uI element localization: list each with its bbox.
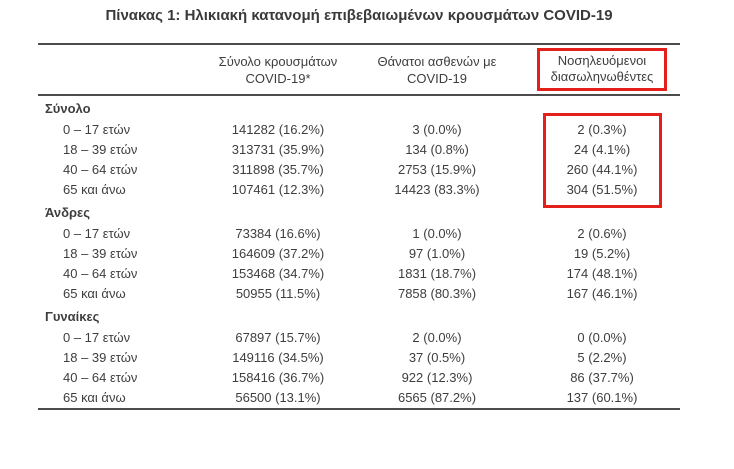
col-header-deaths-line2: COVID-19 — [407, 70, 467, 86]
table-row: 18 – 39 ετών 313731 (35.9%) 134 (0.8%) 24 (… — [38, 140, 680, 160]
cell-deaths: 134 (0.8%) — [405, 142, 469, 157]
cell-total-cases: 50955 (11.5%) — [235, 286, 321, 301]
cell-total-cases: 153468 (34.7%) — [231, 266, 325, 281]
col-header-deaths: Θάνατοι ασθενών με COVID-19 — [372, 44, 502, 96]
cell-intubated: 174 (48.1%) — [566, 266, 638, 281]
table-row: 65 και άνω 50955 (11.5%) 7858 (80.3%) 167 (… — [38, 284, 680, 304]
col-header-empty — [38, 44, 184, 96]
section-label: Γυναίκες — [45, 309, 100, 324]
table-row: 0 – 17 ετών 141282 (16.2%) 3 (0.0%) 2 (0.3%… — [38, 120, 680, 140]
table-row: 0 – 17 ετών 67897 (15.7%) 2 (0.0%) 0 (0.0%) — [38, 328, 680, 348]
cell-total-cases: 107461 (12.3%) — [231, 182, 325, 197]
cell-total-cases: 149116 (34.5%) — [232, 350, 324, 365]
section-label: Σύνολο — [45, 101, 91, 116]
table-area: Σύνολο κρουσμάτων COVID-19* Θάνατοι ασθε… — [38, 43, 680, 410]
cell-deaths: 2 (0.0%) — [412, 330, 462, 345]
cell-intubated: 24 (4.1%) — [573, 142, 631, 157]
table-row: 40 – 64 ετών 311898 (35.7%) 2753 (15.9%) 26… — [38, 160, 680, 180]
cell-total-cases: 313731 (35.9%) — [231, 142, 325, 157]
table-body: Σύνολο 0 – 17 ετών 141282 (16.2%) 3 (0.0%) 2… — [38, 95, 680, 409]
cell-intubated: 19 (5.2%) — [573, 246, 631, 261]
col-header-deaths-line1: Θάνατοι ασθενών με — [377, 53, 497, 69]
col-header-total-cases: Σύνολο κρουσμάτων COVID-19* — [184, 44, 372, 96]
cell-total-cases: 164609 (37.2%) — [231, 246, 325, 261]
cell-age-group: 40 – 64 ετών — [63, 266, 138, 281]
highlight-frame-header: Νοσηλευόμενοι διασωληνωθέντες — [536, 48, 668, 91]
table-title: Πίνακας 1: Ηλικιακή κατανομή επιβεβαιωμέ… — [105, 7, 613, 24]
section-row: Σύνολο — [38, 95, 680, 120]
cell-deaths: 37 (0.5%) — [408, 350, 466, 365]
table-header: Σύνολο κρουσμάτων COVID-19* Θάνατοι ασθε… — [38, 44, 680, 96]
cell-age-group: 18 – 39 ετών — [63, 350, 138, 365]
table-row: 18 – 39 ετών 149116 (34.5%) 37 (0.5%) 5 (2.… — [38, 348, 680, 368]
cell-intubated: 5 (2.2%) — [577, 350, 627, 365]
cell-age-group: 18 – 39 ετών — [63, 246, 138, 261]
section-row: Άνδρες — [38, 200, 680, 224]
col-header-total-cases-line2: COVID-19* — [245, 70, 311, 86]
cell-deaths: 1831 (18.7%) — [397, 266, 477, 281]
table-row: 65 και άνω 107461 (12.3%) 14423 (83.3%) 304… — [38, 180, 680, 200]
cell-age-group: 40 – 64 ετών — [63, 162, 138, 177]
table-row: 65 και άνω 56500 (13.1%) 6565 (87.2%) 137 (… — [38, 388, 680, 409]
cell-deaths: 2753 (15.9%) — [397, 162, 477, 177]
cell-intubated: 167 (46.1%) — [566, 286, 638, 301]
cell-intubated: 260 (44.1%) — [566, 162, 638, 177]
col-header-intubated-line1: Νοσηλευόμενοι — [557, 53, 647, 68]
col-header-total-cases-line1: Σύνολο κρουσμάτων — [218, 53, 338, 69]
table-row: 40 – 64 ετών 158416 (36.7%) 922 (12.3%) 86 … — [38, 368, 680, 388]
cell-total-cases: 56500 (13.1%) — [235, 390, 321, 405]
cell-total-cases: 311898 (35.7%) — [232, 162, 324, 177]
cell-total-cases: 158416 (36.7%) — [231, 370, 325, 385]
cell-intubated: 86 (37.7%) — [570, 370, 634, 385]
header-row: Σύνολο κρουσμάτων COVID-19* Θάνατοι ασθε… — [38, 44, 680, 96]
section-row: Γυναίκες — [38, 304, 680, 328]
cell-age-group: 65 και άνω — [63, 390, 126, 405]
col-header-intubated-line2: διασωληνωθέντες — [550, 69, 654, 84]
cell-deaths: 1 (0.0%) — [412, 226, 462, 241]
section-label: Άνδρες — [45, 205, 90, 220]
cell-intubated: 2 (0.6%) — [577, 226, 627, 241]
cell-age-group: 65 και άνω — [63, 182, 126, 197]
cell-deaths: 14423 (83.3%) — [394, 182, 480, 197]
cell-age-group: 0 – 17 ετών — [63, 330, 131, 345]
cell-total-cases: 73384 (16.6%) — [235, 226, 321, 241]
cell-deaths: 7858 (80.3%) — [397, 286, 477, 301]
covid-stats-table: Σύνολο κρουσμάτων COVID-19* Θάνατοι ασθε… — [38, 43, 680, 410]
cell-total-cases: 67897 (15.7%) — [235, 330, 321, 345]
cell-intubated: 0 (0.0%) — [577, 330, 627, 345]
cell-intubated: 137 (60.1%) — [566, 390, 638, 405]
cell-deaths: 922 (12.3%) — [401, 370, 473, 385]
cell-deaths: 6565 (87.2%) — [397, 390, 477, 405]
table-row: 40 – 64 ετών 153468 (34.7%) 1831 (18.7%) 17… — [38, 264, 680, 284]
cell-age-group: 65 και άνω — [63, 286, 126, 301]
cell-intubated: 2 (0.3%) — [577, 122, 627, 137]
cell-age-group: 18 – 39 ετών — [63, 142, 138, 157]
cell-age-group: 0 – 17 ετών — [63, 122, 131, 137]
cell-deaths: 97 (1.0%) — [408, 246, 466, 261]
cell-age-group: 40 – 64 ετών — [63, 370, 138, 385]
cell-age-group: 0 – 17 ετών — [63, 226, 131, 241]
cell-total-cases: 141282 (16.2%) — [231, 122, 325, 137]
table-row: 0 – 17 ετών 73384 (16.6%) 1 (0.0%) 2 (0.6%) — [38, 224, 680, 244]
col-header-intubated: Νοσηλευόμενοι διασωληνωθέντες — [502, 44, 680, 96]
cell-deaths: 3 (0.0%) — [412, 122, 462, 137]
table-row: 18 – 39 ετών 164609 (37.2%) 97 (1.0%) 19 (5… — [38, 244, 680, 264]
cell-intubated: 304 (51.5%) — [566, 182, 638, 197]
